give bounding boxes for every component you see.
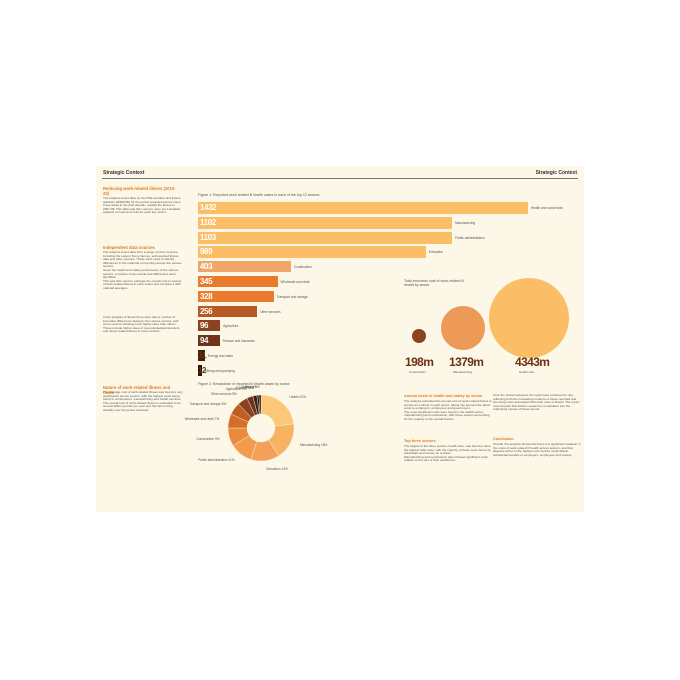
- figure1-bar: [198, 231, 453, 244]
- figure1-bar-label: Energy and water: [208, 354, 234, 358]
- bubble: [489, 278, 569, 358]
- bubble-label: Manufacturing: [453, 370, 473, 374]
- section-body-1: The analysis found data on the HSE accid…: [103, 197, 181, 215]
- donut-label: Transport and storage 6%: [189, 401, 227, 406]
- document-spread: Strategic Context Strategic Context Redu…: [96, 166, 584, 512]
- bubble-caption: Total economic cost of work-related ill …: [404, 279, 464, 288]
- figure1-bar-label: Wholesale and retail: [280, 280, 310, 284]
- figure1-bar: [198, 320, 221, 332]
- right-col1-subbody: The largest of the three sectors, health…: [404, 445, 491, 463]
- figure1-bar-value: 345: [200, 277, 213, 286]
- figure1-bar-value: 403: [200, 262, 213, 272]
- figure1-bar-label: Finance and insurance: [222, 339, 255, 344]
- figure2-caption: Figure 2: Breakdown of reported ill heal…: [198, 382, 290, 386]
- figure1-bar-label: Manufacturing: [454, 220, 476, 225]
- figure1-bar: [198, 350, 206, 361]
- header-rule: [102, 178, 578, 179]
- right-col1-subheading: Top three sectors: [404, 439, 436, 443]
- bubble-value: 1379m: [449, 355, 484, 369]
- left-page-header: Strategic Context: [103, 170, 145, 176]
- donut-slice: [258, 394, 262, 415]
- figure1-bar-value: 1102: [200, 217, 216, 227]
- figure1-bar-label: Construction: [293, 265, 312, 270]
- bubble: [412, 329, 426, 343]
- right-page-header: Strategic Context: [535, 170, 577, 176]
- figure1-bar: [198, 290, 274, 302]
- bubble-value: 4343m: [515, 355, 550, 369]
- figure1-bar: [198, 335, 220, 347]
- figure1-bar-value: 989: [200, 247, 213, 257]
- figure1-bar-value: 1432: [200, 203, 217, 212]
- figure1-bar: [198, 364, 202, 376]
- figure1-bar-value: 12: [198, 365, 207, 375]
- section-heading-1: Reducing work-related illness (2010-20): [103, 186, 176, 196]
- donut-label: Construction 9%: [196, 437, 220, 442]
- section-heading-4: Nature of work-related illness and costs: [103, 385, 171, 395]
- bubble: [441, 306, 485, 350]
- figure1-bar-value: 94: [200, 336, 209, 346]
- figure1-bar-label: Transport and storage: [276, 294, 308, 299]
- figure1-bar-label: Other services: [259, 309, 281, 314]
- donut-label: Energy 1%: [241, 385, 257, 390]
- right-col2-body: Over the period reviewed, the costs have…: [493, 394, 580, 412]
- figure1-bar-label: Mining and quarrying: [205, 368, 235, 373]
- figure1-bar-label: Agriculture: [223, 324, 239, 329]
- donut-hole: [247, 414, 275, 442]
- section-body-4: The average cost of work-related illness…: [103, 391, 183, 412]
- bubble-label: Construction: [409, 370, 426, 374]
- donut-label: Education 14%: [266, 466, 288, 471]
- figure2-donut-chart: [227, 394, 295, 462]
- section-heading-2: Independent data sources: [103, 245, 155, 250]
- bubble-value: 198m: [405, 355, 434, 369]
- figure1-bar: [198, 261, 291, 273]
- figure1-bar-value: 256: [200, 306, 213, 316]
- figure1-bar: [198, 216, 452, 229]
- donut-label: Agriculture 3%: [225, 387, 247, 392]
- figure1-bar-label: Education: [428, 250, 444, 255]
- donut-label: Health 23%: [289, 395, 306, 400]
- section-body-3: In the analysis of illness there were al…: [103, 316, 180, 334]
- figure1-bar: [198, 305, 257, 317]
- bubble-label: Health care: [519, 370, 535, 374]
- figure1-bar-value: 1103: [200, 232, 216, 242]
- donut-label: Public administration 11%: [198, 458, 235, 463]
- figure1-bar: [198, 202, 528, 214]
- right-col2-heading: Conclusion: [493, 437, 514, 441]
- figure1-bar-label: Public administration: [455, 235, 485, 240]
- figure1-bar-value: 96: [200, 321, 209, 331]
- donut-label: Mining 1%: [244, 385, 260, 390]
- right-col1-body: The analysis estimated the annual cost o…: [404, 400, 492, 421]
- figure1-bar: [198, 246, 426, 259]
- figure1-bar-value: 328: [200, 291, 213, 301]
- figure1-bar-label: Health and social work: [531, 206, 564, 210]
- figure1-caption: Figure 1: Reported work-related ill heal…: [198, 193, 320, 197]
- section-body-2: The analysis found data from a range of …: [103, 251, 182, 290]
- right-col2-subbody: Overall, the analysis shows that there i…: [493, 443, 581, 457]
- donut-label: Wholesale and retail 7%: [184, 417, 220, 422]
- donut-label: Other services 5%: [210, 392, 237, 397]
- donut-label: Manufacturing 18%: [299, 443, 328, 448]
- figure1-bar: [198, 276, 278, 287]
- donut-label: Finance 2%: [236, 385, 253, 390]
- figure1-bar-value: 31: [198, 351, 207, 360]
- right-col1-heading: Annual costs to health and safety by sec…: [404, 394, 483, 398]
